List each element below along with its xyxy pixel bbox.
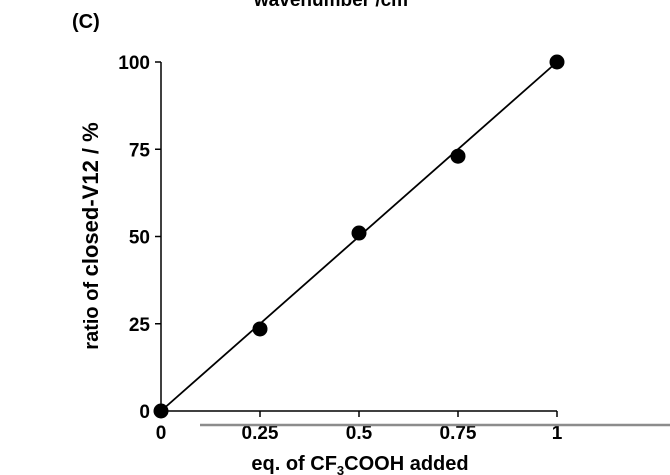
x-axis-label-part1: eq. of CF: [251, 453, 337, 475]
x-axis-label: eq. of CF3COOH added: [251, 453, 468, 475]
y-axis-label-main: closed-V12 / %: [78, 122, 103, 276]
x-axis-ticks: 0 0.25 0.5 0.75 1: [156, 411, 563, 444]
cropped-top-text: wavenumber /cm: [253, 0, 408, 11]
data-point: [351, 225, 367, 241]
y-axis-ticks: 0 25 50 75 100: [118, 53, 161, 423]
x-tick-label: 0.5: [346, 423, 373, 444]
y-axis-label-prefix: ratio of: [81, 276, 103, 349]
x-axis-label-subscript: 3: [337, 463, 344, 475]
x-tick-label: 0: [156, 423, 167, 444]
x-axis-label-part2: COOH added: [344, 453, 468, 475]
x-tick-label: 0.75: [440, 423, 477, 444]
data-point: [252, 321, 268, 337]
x-tick-label: 0.25: [242, 423, 279, 444]
panel-label: (C): [72, 11, 100, 33]
y-tick-label: 75: [129, 140, 151, 161]
y-tick-label: 25: [129, 315, 151, 336]
y-tick-label: 100: [118, 53, 150, 74]
data-points: [153, 54, 565, 419]
y-tick-label: 50: [129, 228, 150, 249]
x-tick-label: 1: [552, 423, 563, 444]
y-tick-label: 0: [139, 402, 150, 423]
y-axis-label: ratio of closed-V12 / %: [78, 122, 103, 349]
data-point: [549, 54, 565, 70]
data-point: [153, 403, 169, 419]
data-point: [450, 148, 466, 164]
